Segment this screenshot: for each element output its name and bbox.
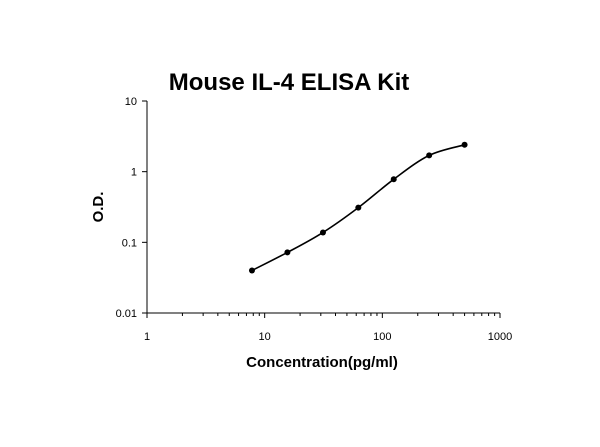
data-point: [390, 176, 397, 183]
data-point: [319, 229, 326, 236]
data-point: [426, 152, 433, 159]
x-tick-label: 1: [144, 331, 150, 343]
data-point: [355, 204, 362, 211]
y-tick-label: 10: [125, 96, 137, 108]
x-tick-label: 10: [259, 331, 271, 343]
chart-title: Mouse IL-4 ELISA Kit: [169, 69, 409, 96]
data-point: [461, 141, 468, 148]
x-axis-label: Concentration(pg/ml): [246, 354, 398, 371]
x-tick-label: 100: [373, 331, 391, 343]
data-point: [248, 267, 255, 274]
y-tick-label: 1: [131, 167, 137, 179]
y-tick-label: 0.1: [122, 237, 137, 249]
y-axis-label: O.D.: [90, 192, 107, 223]
x-tick-label: 1000: [488, 331, 512, 343]
plot-area: 1 10 100 1000 0.01 0.1 1 10: [116, 96, 513, 343]
data-point: [284, 249, 291, 256]
y-tick-label: 0.01: [116, 308, 137, 320]
